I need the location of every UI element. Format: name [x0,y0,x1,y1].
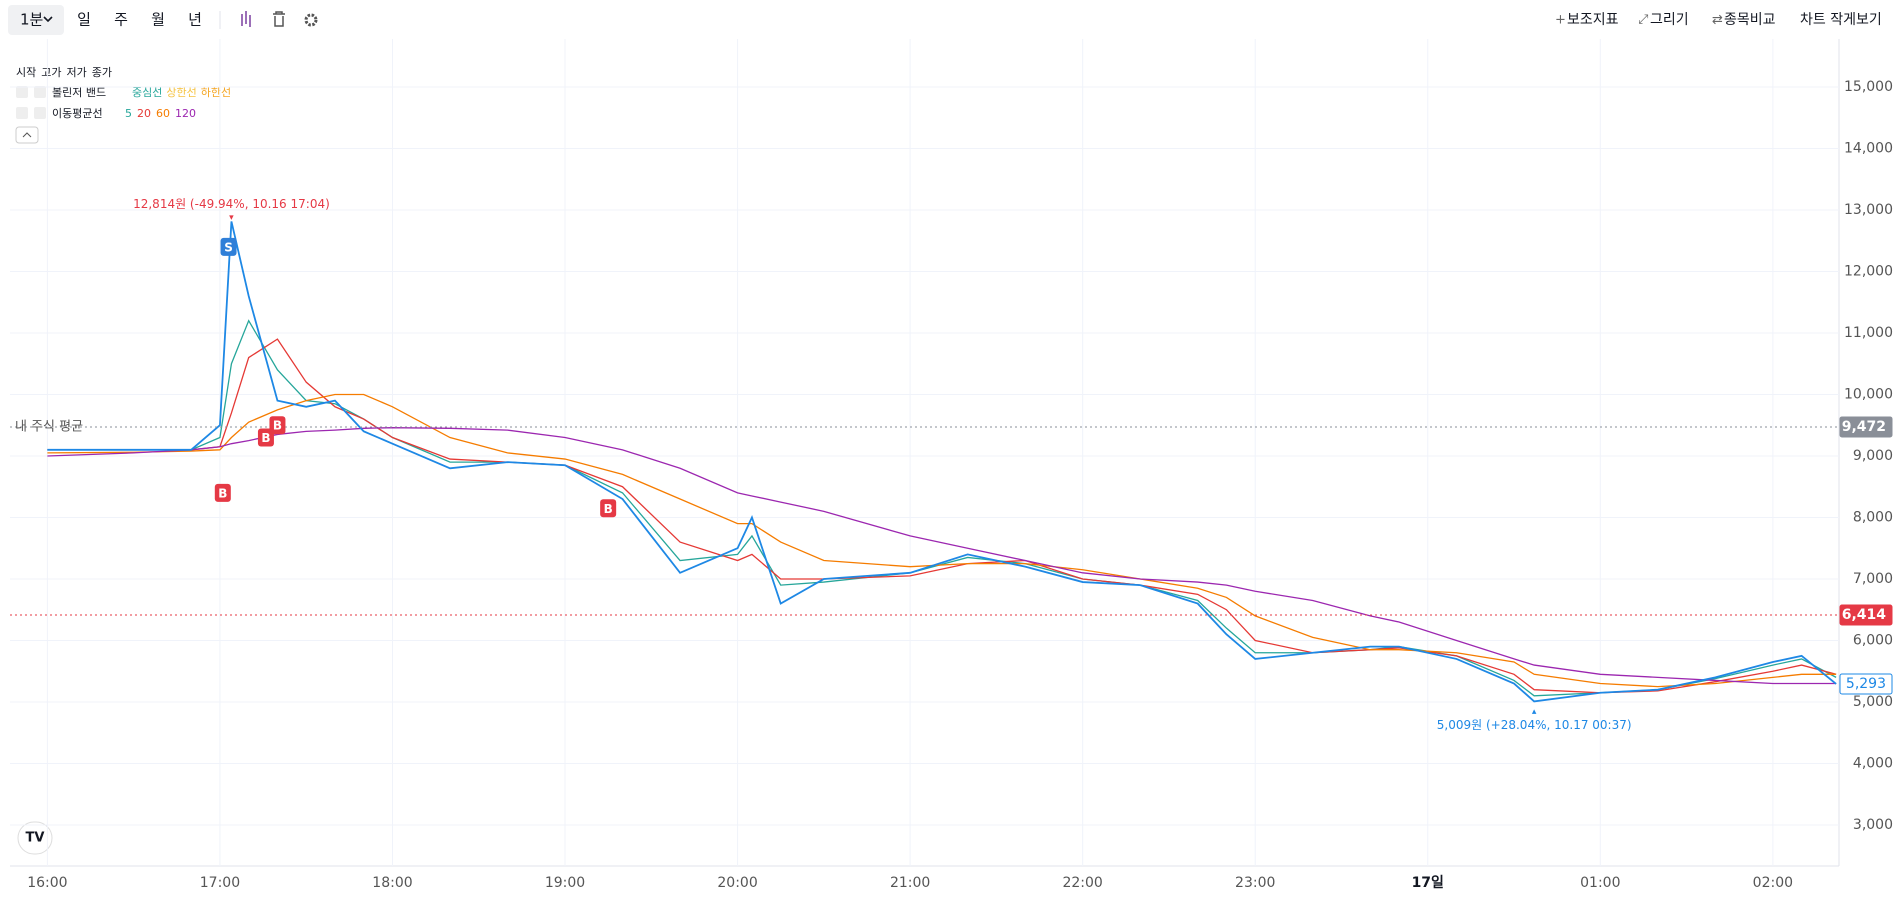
x-tick-label: 01:00 [1580,875,1620,891]
dropdown-icon [43,16,53,23]
toolbar-icon: ⇄ [1712,13,1723,28]
trade-marker [214,483,231,502]
ma-line [47,427,1837,685]
legend-entry: 5 [125,107,132,120]
ma-line [47,319,1837,697]
price-line [47,221,1837,703]
price-box-label: 9,472 [1842,419,1886,435]
ohlc-label: 종가 [92,66,112,79]
ohlc-legend: 시작 고가 저가 종가 [16,66,112,79]
trade-marker [257,428,274,447]
trade-marker-label: B [261,431,270,445]
legend-entry: 120 [175,107,196,120]
legend-entry: 중심선 [132,86,162,99]
x-tick-label: 16:00 [27,875,67,891]
ohlc-label: 시작 [16,66,36,79]
annotation: 5,009원 (+28.04%, 10.17 00:37) [1437,718,1632,732]
y-tick-label: 12,000 [1844,263,1893,279]
y-tick-label: 6,000 [1853,632,1893,648]
price-box-label: 5,293 [1846,676,1886,692]
annotation-arrow: ▴ [1532,707,1537,717]
annotation-arrow: ▾ [229,213,234,223]
period-button[interactable]: 년 [188,11,202,29]
y-tick-label: 13,000 [1844,202,1893,218]
toolbar-button[interactable]: 그리기 [1650,12,1689,28]
price-box [1839,416,1893,438]
x-tick-label: 23:00 [1235,875,1275,891]
ma-line [47,338,1837,694]
x-tick-label: 17:00 [200,875,240,891]
x-tick-label: 17일 [1412,875,1444,891]
legend-entry: 20 [137,107,151,120]
price-box [1839,604,1893,626]
toolbar-button[interactable]: 종목비교 [1724,12,1776,28]
trade-marker-label: B [604,502,613,516]
ma-line [47,393,1837,688]
ma-title: 이동평균선 [52,107,103,120]
y-tick-label: 8,000 [1853,509,1893,525]
settings-icon[interactable] [304,13,318,27]
period-button[interactable]: 일 [77,11,91,29]
trade-marker [600,499,617,518]
trash-icon[interactable] [273,11,285,27]
annotation: 12,814원 (-49.94%, 10.16 17:04) [133,197,330,211]
interval[interactable]: 1분 [20,11,44,29]
toolbar-icon: ⤢ [1638,13,1648,28]
ohlc-label: 저가 [67,66,87,79]
logo-text: TV [26,831,45,846]
legend-entry: 60 [156,107,170,120]
collapse-button[interactable] [15,126,39,144]
price-box-label: 6,414 [1842,607,1887,623]
period-button[interactable]: 월 [151,11,165,29]
indicator-icon[interactable] [241,11,251,27]
period-button[interactable]: 주 [114,11,128,29]
x-tick-label: 21:00 [890,875,930,891]
trade-marker [220,237,237,256]
bollinger-title: 볼린저 밴드 [52,86,106,99]
price-line-label: 내 주식 평균 [15,419,83,434]
y-tick-label: 3,000 [1853,817,1893,833]
x-tick-label: 22:00 [1062,875,1102,891]
collapse-icon [22,132,32,138]
legend-row-ma [16,107,46,119]
y-tick-label: 4,000 [1853,755,1893,771]
toolbar-button[interactable]: 보조지표 [1567,12,1619,28]
interval-button[interactable] [8,5,64,35]
y-tick-label: 14,000 [1844,140,1893,156]
legend-entry: 하한선 [201,85,231,99]
legend-entry: 상한선 [166,86,196,99]
toolbar-icon: + [1555,13,1566,28]
x-tick-label: 19:00 [545,875,585,891]
y-tick-label: 5,000 [1853,694,1893,710]
price-box [1839,673,1893,695]
x-tick-label: 02:00 [1753,875,1793,891]
ohlc-label: 고가 [41,66,61,79]
x-tick-label: 20:00 [717,875,757,891]
trade-marker [269,416,286,435]
toolbar-button[interactable]: 차트 작게보기 [1800,12,1882,28]
trade-marker-label: B [273,419,282,433]
x-tick-label: 18:00 [372,875,412,891]
legend-row-bollinger [16,86,46,98]
y-tick-label: 7,000 [1853,571,1893,587]
y-tick-label: 11,000 [1844,325,1893,341]
trade-marker-label: B [218,486,227,500]
y-tick-label: 10,000 [1844,386,1893,402]
trade-marker-label: S [224,240,233,254]
logo [17,821,53,855]
y-tick-label: 9,000 [1853,448,1893,464]
y-tick-label: 15,000 [1844,79,1893,95]
